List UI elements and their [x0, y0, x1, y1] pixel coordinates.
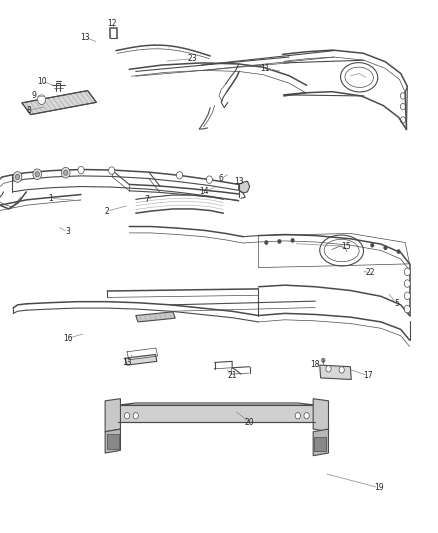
FancyBboxPatch shape: [107, 434, 119, 449]
Text: 19: 19: [374, 483, 384, 492]
Circle shape: [384, 246, 387, 250]
Text: 20: 20: [245, 418, 254, 426]
Polygon shape: [320, 365, 351, 379]
Text: 13: 13: [81, 33, 90, 42]
Text: 2: 2: [105, 207, 110, 215]
Text: 9: 9: [32, 92, 37, 100]
Circle shape: [265, 240, 268, 245]
Polygon shape: [105, 399, 120, 432]
Circle shape: [404, 292, 410, 300]
Polygon shape: [125, 354, 157, 365]
Text: 21: 21: [227, 372, 237, 380]
Circle shape: [404, 280, 410, 287]
Text: 12: 12: [107, 20, 117, 28]
Text: 14: 14: [199, 188, 208, 196]
Text: 6: 6: [219, 174, 224, 183]
Circle shape: [206, 176, 212, 183]
Circle shape: [61, 167, 70, 178]
Polygon shape: [313, 429, 328, 456]
Text: 5: 5: [394, 300, 399, 308]
Text: 1: 1: [48, 194, 53, 203]
Circle shape: [15, 174, 20, 180]
Circle shape: [35, 172, 39, 177]
Text: 11: 11: [260, 64, 270, 72]
Text: 22: 22: [365, 269, 375, 277]
Text: 23: 23: [188, 54, 198, 63]
Text: 10: 10: [37, 77, 46, 85]
Polygon shape: [118, 405, 315, 422]
Text: 16: 16: [63, 334, 73, 343]
Circle shape: [404, 305, 410, 313]
Circle shape: [64, 170, 68, 175]
Circle shape: [33, 169, 42, 180]
Circle shape: [321, 358, 325, 362]
Text: 8: 8: [26, 106, 31, 115]
Text: 15: 15: [341, 242, 351, 251]
Polygon shape: [118, 403, 315, 405]
Circle shape: [397, 249, 400, 254]
Circle shape: [404, 268, 410, 276]
Polygon shape: [22, 91, 96, 115]
Circle shape: [109, 167, 115, 174]
Circle shape: [124, 413, 130, 419]
Polygon shape: [105, 429, 120, 453]
Text: 13: 13: [234, 177, 244, 185]
Circle shape: [78, 166, 84, 174]
Polygon shape: [313, 399, 328, 432]
Circle shape: [291, 238, 294, 243]
Polygon shape: [136, 312, 175, 322]
Circle shape: [177, 172, 183, 179]
Text: 3: 3: [65, 228, 71, 236]
Circle shape: [295, 413, 300, 419]
Text: 17: 17: [363, 372, 373, 380]
Circle shape: [13, 172, 22, 182]
Text: 13: 13: [122, 358, 132, 367]
Circle shape: [326, 366, 331, 372]
Circle shape: [133, 413, 138, 419]
Circle shape: [339, 367, 344, 373]
FancyBboxPatch shape: [314, 437, 326, 451]
Text: 7: 7: [144, 196, 149, 204]
Circle shape: [304, 413, 309, 419]
Text: 18: 18: [310, 360, 319, 369]
Circle shape: [38, 95, 46, 104]
Polygon shape: [239, 181, 250, 193]
Circle shape: [371, 243, 374, 247]
Circle shape: [278, 239, 281, 244]
